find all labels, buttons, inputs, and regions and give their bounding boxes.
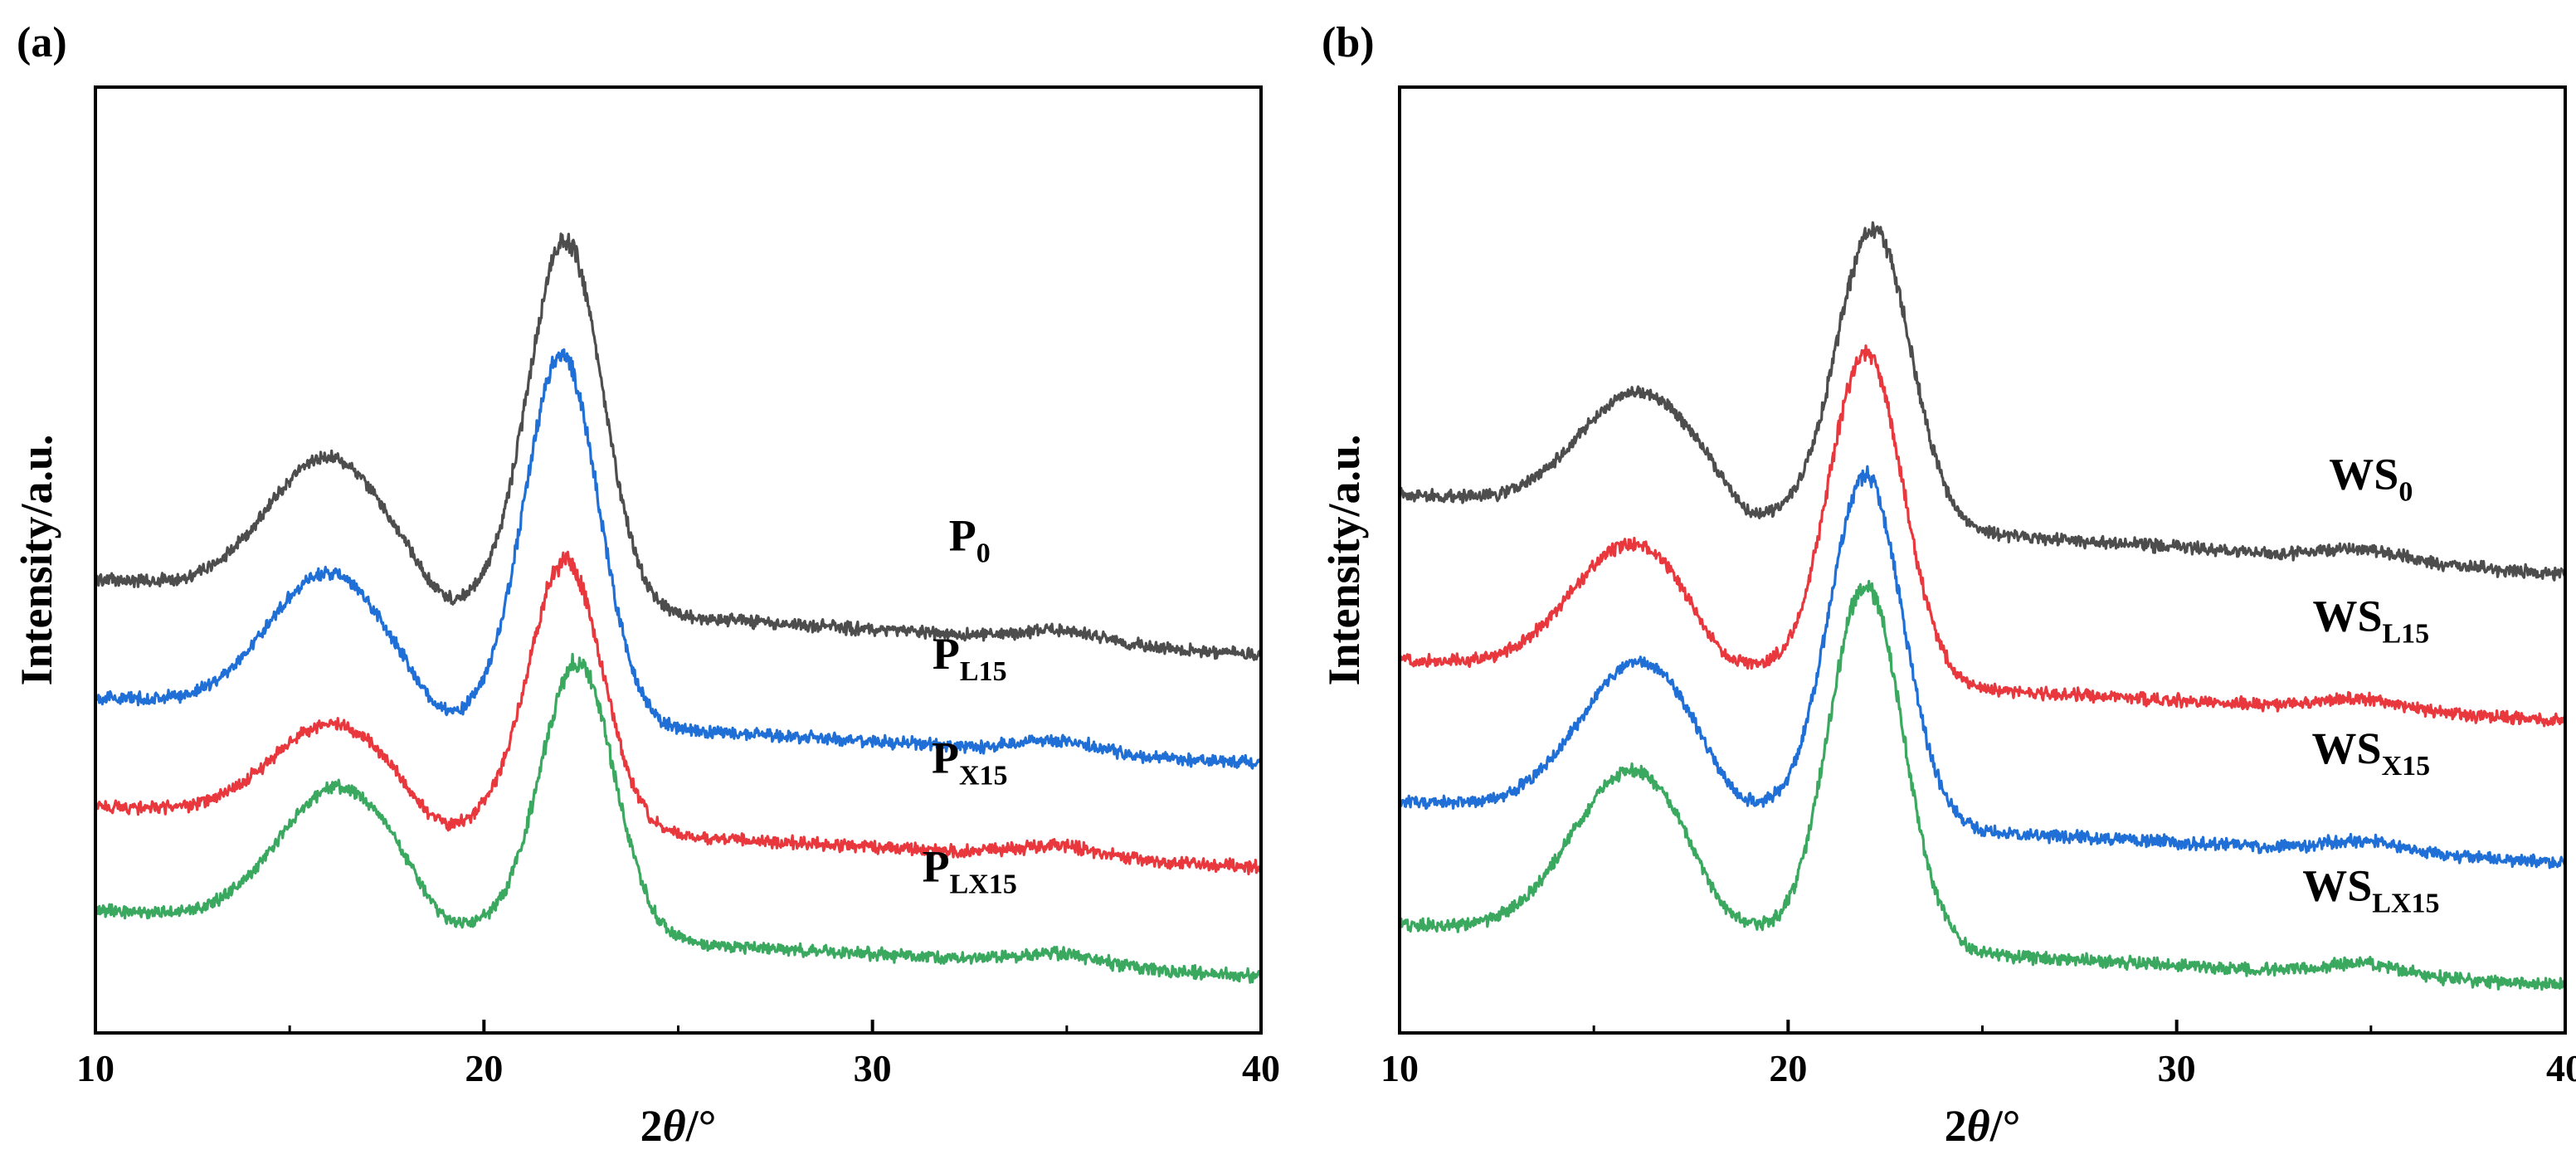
x-tick-label: 40 — [1242, 1047, 1280, 1089]
series-line-WS0 — [1398, 221, 2566, 582]
series-line-WSL15 — [1398, 344, 2567, 728]
series-label-PL15: PL15 — [933, 629, 1007, 687]
series-line-PL15 — [94, 348, 1263, 770]
x-axis-title: 2θ/° — [1945, 1101, 2021, 1151]
series-label-PLX15: PLX15 — [923, 842, 1017, 900]
plot-frame — [94, 85, 1263, 1035]
series-label-P0: P0 — [949, 511, 991, 569]
panel-b: (b) WS0 WSL15 WSX15 WSLX15 10 20 30 40 2θ/° Intens… — [1319, 19, 2576, 1151]
series-line-WSX15 — [1398, 465, 2567, 869]
panel-label: (a) — [17, 19, 67, 66]
x-tick-label: 40 — [2546, 1047, 2576, 1089]
series-label-WSX15: WSX15 — [2312, 723, 2431, 782]
y-axis-title: Intensity/a.u. — [12, 434, 61, 685]
series-label-PX15: PX15 — [932, 733, 1008, 792]
series-line-PLX15 — [95, 652, 1263, 984]
x-axis-title: 2θ/° — [640, 1101, 717, 1151]
series-label-WS0: WS0 — [2329, 450, 2413, 508]
panel-a: (a) P0 PL15 PX15 PLX15 10 20 30 40 2θ/° Intensity/… — [12, 19, 1280, 1151]
series-label-WSLX15: WSLX15 — [2302, 860, 2439, 918]
x-tick-label: 10 — [1381, 1047, 1419, 1089]
panel-label: (b) — [1322, 19, 1375, 66]
x-tick-label: 10 — [76, 1047, 114, 1089]
series-label-WSL15: WSL15 — [2312, 592, 2429, 650]
series-line-P0 — [95, 232, 1263, 661]
x-tick-label: 30 — [2158, 1047, 2196, 1089]
series-line-PX15 — [94, 550, 1263, 876]
series-line-WSLX15 — [1398, 579, 2567, 991]
y-axis-title: Intensity/a.u. — [1319, 434, 1369, 685]
x-tick-label: 20 — [1769, 1047, 1807, 1089]
x-tick-label: 30 — [854, 1047, 892, 1089]
x-tick-label: 20 — [465, 1047, 503, 1089]
